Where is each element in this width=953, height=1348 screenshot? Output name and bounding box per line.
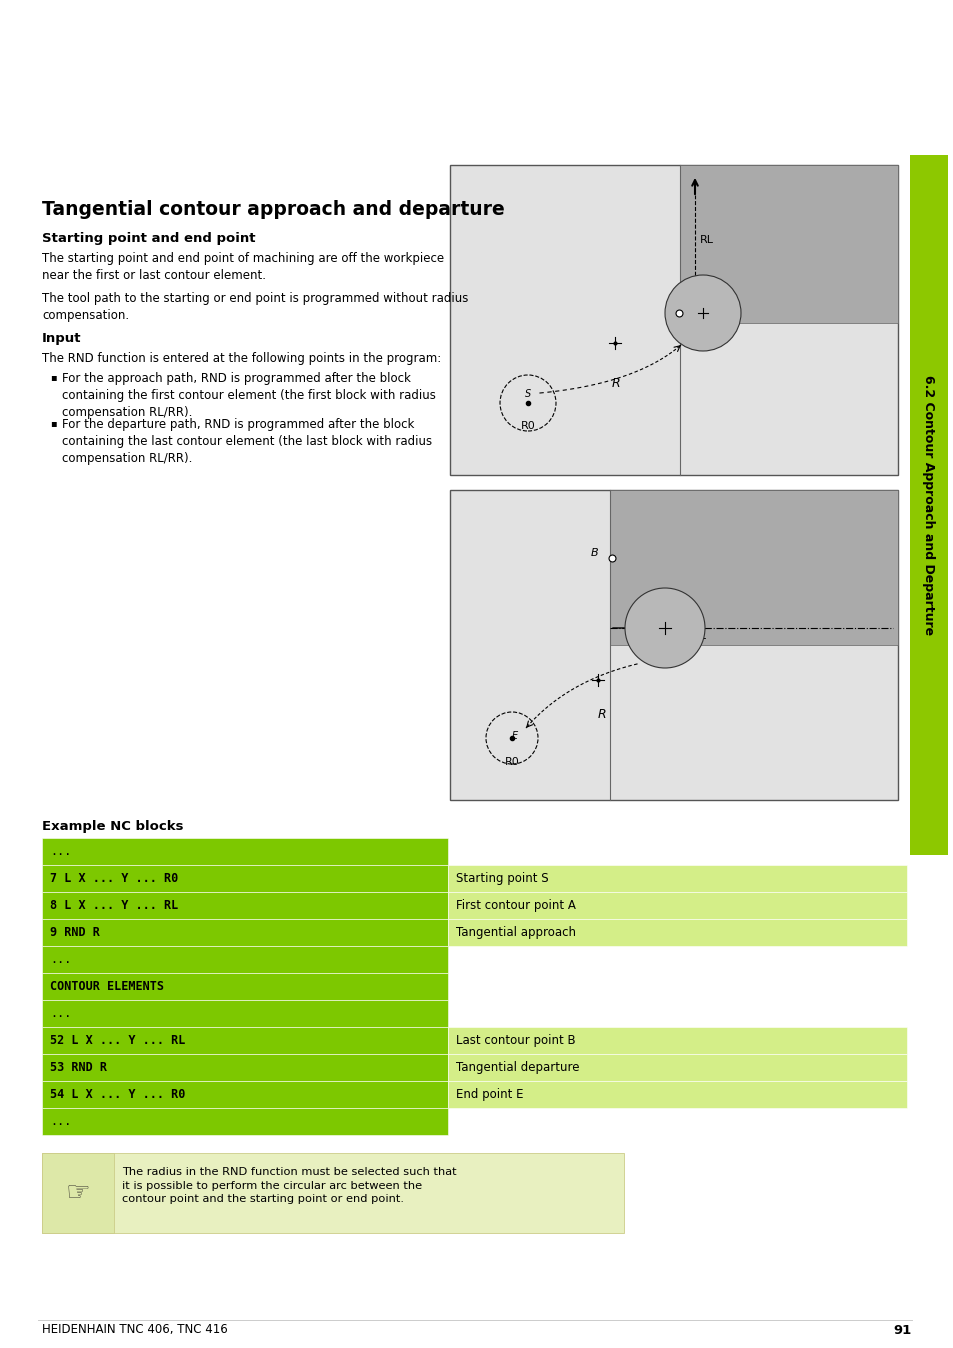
Text: 9 RND R: 9 RND R [50, 926, 100, 940]
Text: Starting point S: Starting point S [456, 872, 548, 886]
Text: R: R [612, 377, 620, 390]
Bar [448, 1054, 906, 1081]
Text: 54 L X ... Y ... R0: 54 L X ... Y ... R0 [50, 1088, 185, 1101]
Text: A: A [682, 306, 690, 315]
Text: Starting point and end point: Starting point and end point [42, 232, 255, 245]
Text: The RND function is entered at the following points in the program:: The RND function is entered at the follo… [42, 352, 441, 365]
Text: 53 RND R: 53 RND R [50, 1061, 107, 1074]
Text: For the departure path, RND is programmed after the block
containing the last co: For the departure path, RND is programme… [62, 418, 432, 465]
Text: CONTOUR ELEMENTS: CONTOUR ELEMENTS [50, 980, 164, 993]
Bar [679, 164, 897, 324]
Text: For the approach path, RND is programmed after the block
containing the first co: For the approach path, RND is programmed… [62, 372, 436, 419]
Text: ...: ... [50, 1007, 71, 1020]
Text: Example NC blocks: Example NC blocks [42, 820, 183, 833]
Text: E: E [512, 731, 517, 741]
Bar [42, 865, 448, 892]
Text: The starting point and end point of machining are off the workpiece
near the fir: The starting point and end point of mach… [42, 252, 444, 282]
Bar [42, 1000, 448, 1027]
Text: Input: Input [42, 332, 81, 345]
Bar [42, 1027, 448, 1054]
Text: ...: ... [50, 953, 71, 967]
Text: 7 L X ... Y ... R0: 7 L X ... Y ... R0 [50, 872, 178, 886]
Bar [448, 919, 906, 946]
Text: Tangential approach: Tangential approach [456, 926, 576, 940]
Bar [609, 491, 897, 644]
Bar [448, 1081, 906, 1108]
Circle shape [624, 588, 704, 669]
Bar [448, 892, 906, 919]
Bar [909, 155, 947, 855]
Text: S: S [524, 390, 531, 399]
Bar [450, 164, 897, 474]
Bar [42, 1054, 448, 1081]
Text: The tool path to the starting or end point is programmed without radius
compensa: The tool path to the starting or end poi… [42, 293, 468, 322]
Bar [42, 1153, 113, 1233]
Text: B: B [590, 549, 598, 558]
Bar [42, 1153, 623, 1233]
Bar [42, 892, 448, 919]
Text: ...: ... [50, 845, 71, 857]
Bar [448, 865, 906, 892]
Text: First contour point A: First contour point A [456, 899, 576, 913]
Text: 52 L X ... Y ... RL: 52 L X ... Y ... RL [50, 1034, 185, 1047]
Text: 6.2 Contour Approach and Departure: 6.2 Contour Approach and Departure [922, 375, 935, 635]
Bar [42, 973, 448, 1000]
Bar [42, 838, 448, 865]
Text: ▪: ▪ [50, 418, 56, 429]
Text: RL: RL [692, 631, 706, 642]
Text: Last contour point B: Last contour point B [456, 1034, 575, 1047]
Text: R0: R0 [520, 421, 535, 431]
Text: R0: R0 [504, 758, 518, 767]
Text: 8 L X ... Y ... RL: 8 L X ... Y ... RL [50, 899, 178, 913]
Text: HEIDENHAIN TNC 406, TNC 416: HEIDENHAIN TNC 406, TNC 416 [42, 1324, 228, 1336]
Text: RL: RL [700, 235, 713, 245]
Bar [448, 1027, 906, 1054]
Bar [450, 491, 897, 799]
Bar [42, 946, 448, 973]
Text: End point E: End point E [456, 1088, 523, 1101]
Circle shape [664, 275, 740, 350]
Text: R: R [598, 708, 606, 721]
Text: Tangential departure: Tangential departure [456, 1061, 578, 1074]
Bar [42, 1081, 448, 1108]
Text: The radius in the RND function must be selected such that
it is possible to perf: The radius in the RND function must be s… [122, 1167, 456, 1204]
Text: ☞: ☞ [66, 1180, 91, 1206]
Text: 91: 91 [893, 1324, 911, 1336]
Text: ▪: ▪ [50, 372, 56, 381]
Text: ...: ... [50, 1115, 71, 1128]
Bar [42, 1108, 448, 1135]
Text: Tangential contour approach and departure: Tangential contour approach and departur… [42, 200, 504, 218]
Bar [42, 919, 448, 946]
